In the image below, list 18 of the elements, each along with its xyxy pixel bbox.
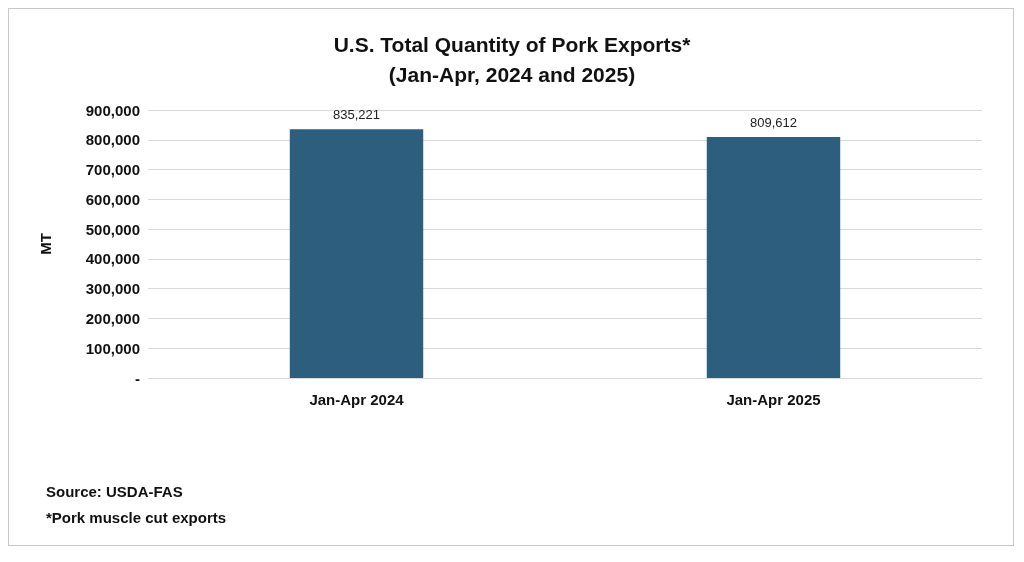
y-tick-label: 100,000 <box>85 339 140 357</box>
x-tick-label: Jan-Apr 2025 <box>726 391 821 408</box>
y-tick-label: 800,000 <box>85 131 140 149</box>
y-tick-label: 200,000 <box>85 309 140 327</box>
y-tick-label: 500,000 <box>85 220 140 238</box>
source-note: Source: USDA-FAS <box>46 483 183 500</box>
y-tick-label: 700,000 <box>85 161 140 179</box>
y-axis-title: MT <box>37 233 54 255</box>
y-tick-label: 400,000 <box>85 250 140 268</box>
data-label: 835,221 <box>333 107 380 123</box>
text: *Pork muscle cut exports <box>46 509 227 526</box>
y-tick-label: 300,000 <box>85 280 140 298</box>
x-tick-label: Jan-Apr 2024 <box>309 391 405 408</box>
data-label: 809,612 <box>750 114 797 130</box>
y-tick-label: - <box>135 369 140 387</box>
y-tick-label: 600,000 <box>85 190 140 208</box>
y-tick-label: 900,000 <box>85 101 140 119</box>
chart-title: U.S. Total Quantity of Pork Exports* (Jan-Apr, 2024 and 2025) <box>333 32 692 86</box>
